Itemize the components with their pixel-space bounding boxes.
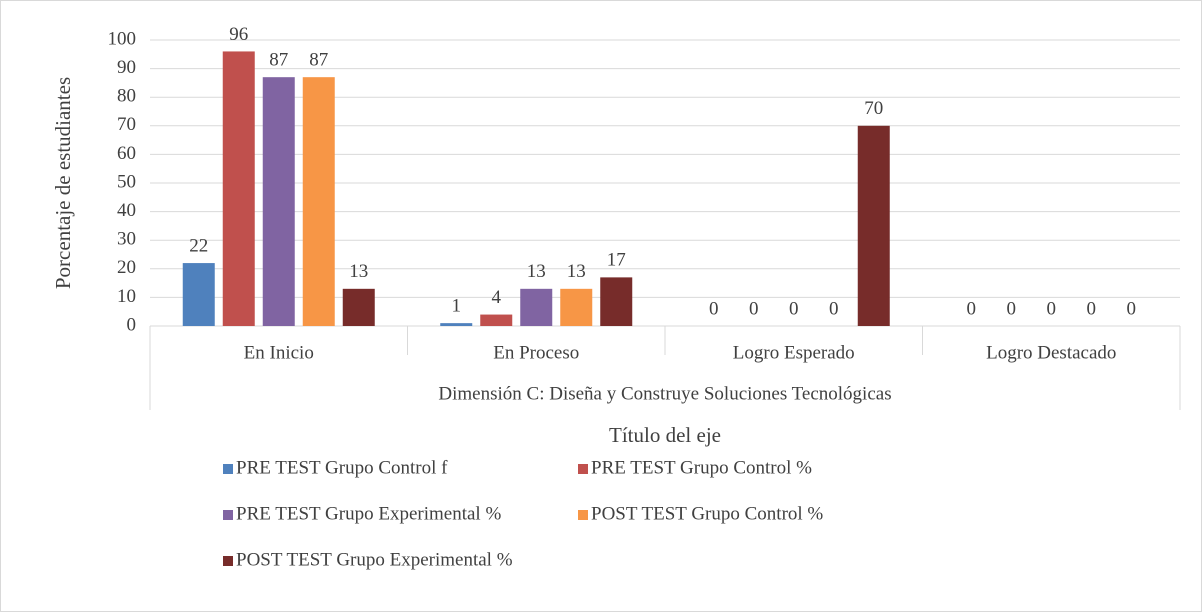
legend-label: PRE TEST Grupo Experimental % [236,503,501,524]
bar [560,288,593,326]
y-tick-label: 50 [117,171,136,192]
x-tick-label: Logro Destacado [986,342,1116,363]
y-tick-label: 70 [117,114,136,135]
legend-label: POST TEST Grupo Experimental % [236,549,513,570]
x-tick-label: Logro Esperado [733,342,855,363]
data-label: 13 [567,261,586,282]
data-label: 1 [452,295,462,316]
data-label: 87 [269,50,288,71]
data-label: 13 [349,261,368,282]
data-label: 22 [189,235,208,256]
legend-swatch [223,510,233,520]
data-label: 87 [309,50,328,71]
bar [440,323,473,326]
bar [302,77,335,327]
x-axis-title: Título del eje [609,423,721,447]
bar [182,263,215,326]
legend-label: PRE TEST Grupo Control % [591,457,812,478]
bar [262,77,295,327]
y-tick-label: 40 [117,200,136,221]
x-tick-label: En Proceso [493,342,579,363]
data-label: 0 [967,298,977,319]
bar [342,288,375,326]
x-tick-label: En Inicio [244,342,314,363]
legend-swatch [578,510,588,520]
data-label: 13 [527,261,546,282]
legend-swatch [223,464,233,474]
data-label: 96 [229,24,248,45]
data-label: 0 [749,298,759,319]
data-label: 0 [709,298,719,319]
legend-label: POST TEST Grupo Control % [591,503,823,524]
y-tick-label: 100 [108,28,137,49]
data-label: 0 [1127,298,1137,319]
bar [857,125,890,326]
bar [520,288,553,326]
data-label: 70 [864,98,883,119]
y-tick-label: 20 [117,257,136,278]
data-label: 4 [492,287,502,308]
data-label: 0 [789,298,799,319]
y-tick-label: 80 [117,86,136,107]
bar [480,314,513,326]
y-tick-label: 60 [117,143,136,164]
legend-swatch [578,464,588,474]
data-label: 0 [1087,298,1097,319]
y-tick-label: 0 [127,314,137,335]
data-label: 17 [607,250,626,271]
y-tick-label: 90 [117,57,136,78]
bar [222,51,255,326]
y-tick-label: 30 [117,229,136,250]
data-label: 0 [1007,298,1017,319]
legend-label: PRE TEST Grupo Control f [236,457,448,478]
legend-swatch [223,556,233,566]
data-label: 0 [829,298,839,319]
group-label: Dimensión C: Diseña y Construye Solucion… [438,383,891,404]
bar [600,277,633,326]
y-axis-title: Porcentaje de estudiantes [51,77,75,289]
data-label: 0 [1047,298,1057,319]
y-tick-label: 10 [117,286,136,307]
